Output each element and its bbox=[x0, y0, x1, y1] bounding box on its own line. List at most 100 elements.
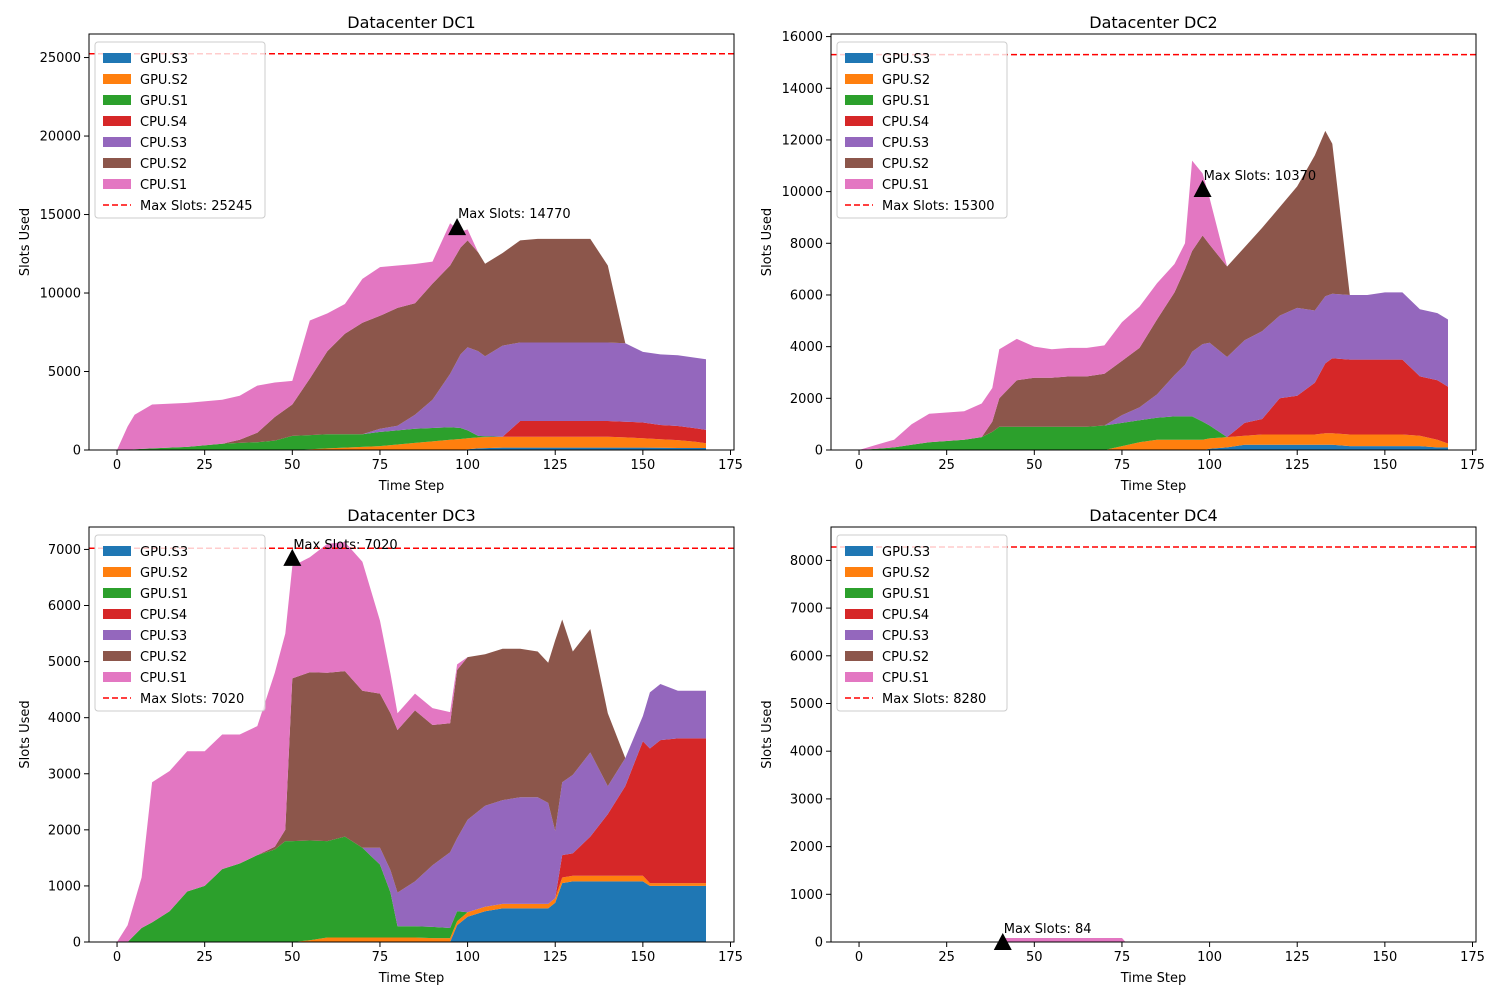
x-tick-label: 0 bbox=[113, 950, 121, 965]
y-tick-label: 12000 bbox=[782, 133, 823, 148]
chart-title: Datacenter DC1 bbox=[347, 13, 475, 32]
legend-swatch bbox=[845, 179, 873, 189]
legend-label: GPU.S2 bbox=[140, 73, 188, 88]
x-tick-label: 125 bbox=[543, 950, 568, 965]
legend-swatch bbox=[103, 116, 131, 126]
legend-label: CPU.S1 bbox=[140, 671, 187, 686]
legend-label: GPU.S1 bbox=[140, 94, 188, 109]
x-tick-label: 75 bbox=[1114, 950, 1131, 965]
legend-swatch bbox=[845, 567, 873, 577]
x-tick-label: 150 bbox=[1372, 950, 1397, 965]
y-tick-label: 3000 bbox=[790, 792, 823, 807]
x-tick-label: 25 bbox=[938, 950, 955, 965]
peak-marker bbox=[1193, 180, 1212, 198]
legend-swatch bbox=[103, 630, 131, 640]
legend-swatch bbox=[845, 651, 873, 661]
legend-swatch bbox=[845, 588, 873, 598]
legend-label: GPU.S1 bbox=[882, 94, 930, 109]
legend-swatch bbox=[103, 546, 131, 556]
legend-swatch bbox=[845, 630, 873, 640]
x-axis-label: Time Step bbox=[1120, 971, 1187, 986]
legend-label: CPU.S4 bbox=[882, 608, 929, 623]
legend-swatch bbox=[103, 588, 131, 598]
legend-swatch bbox=[103, 74, 131, 84]
legend-box bbox=[94, 534, 266, 712]
legend-label: CPU.S1 bbox=[882, 178, 929, 193]
x-tick-label: 100 bbox=[1197, 950, 1222, 965]
subplot-dc4: Max Slots: 84 0 25 50 75 100 125 150 175 0 1000 200… bbox=[760, 506, 1485, 986]
x-tick-label: 25 bbox=[196, 950, 213, 965]
y-tick-label: 6000 bbox=[790, 288, 823, 303]
legend-label: Max Slots: 8280 bbox=[882, 692, 986, 707]
area-cpu-s1 bbox=[859, 938, 1448, 942]
x-tick-label: 125 bbox=[543, 458, 568, 473]
peak-annotation: Max Slots: 10370 bbox=[1204, 169, 1317, 184]
y-tick-label: 8000 bbox=[790, 237, 823, 252]
legend-label: CPU.S2 bbox=[882, 650, 929, 665]
area-cpu-s1 bbox=[117, 223, 706, 450]
y-axis-label: Slots Used bbox=[760, 208, 775, 276]
y-tick-label: 10000 bbox=[782, 185, 823, 200]
subplot-dc2: Max Slots: 10370 0 25 50 75 100 125 150 175 0 2000… bbox=[760, 13, 1485, 494]
area-gpu-s2 bbox=[117, 436, 706, 450]
y-axis-label: Slots Used bbox=[760, 700, 775, 768]
legend-label: GPU.S2 bbox=[140, 566, 188, 581]
legend-box bbox=[836, 534, 1008, 712]
y-tick-label: 20000 bbox=[40, 130, 81, 145]
peak-annotation: Max Slots: 84 bbox=[1004, 922, 1092, 937]
legend: GPU.S3 GPU.S2 GPU.S1 CPU.S4 CPU.S3 CPU.S2 CPU.… bbox=[836, 41, 1008, 219]
legend-swatch bbox=[845, 546, 873, 556]
x-tick-label: 125 bbox=[1285, 950, 1310, 965]
legend-label: CPU.S1 bbox=[882, 671, 929, 686]
legend-box bbox=[836, 41, 1008, 219]
subplot-dc3: Max Slots: 7020 0 25 50 75 100 125 150 175 0 1000 2… bbox=[18, 506, 743, 986]
legend-label: CPU.S4 bbox=[882, 115, 929, 130]
x-axis-label: Time Step bbox=[378, 971, 445, 986]
y-tick-label: 14000 bbox=[782, 82, 823, 97]
x-tick-label: 0 bbox=[855, 458, 863, 473]
y-tick-label: 4000 bbox=[790, 745, 823, 760]
x-tick-label: 50 bbox=[1026, 950, 1043, 965]
peak-marker bbox=[283, 548, 302, 566]
area-cpu-s2 bbox=[859, 130, 1448, 450]
area-gpu-s2 bbox=[117, 875, 706, 942]
legend-label: Max Slots: 7020 bbox=[140, 692, 244, 707]
y-axis-label: Slots Used bbox=[18, 700, 33, 768]
x-axis-label: Time Step bbox=[1120, 479, 1187, 494]
legend: GPU.S3 GPU.S2 GPU.S1 CPU.S4 CPU.S3 CPU.S2 CPU.… bbox=[836, 534, 1008, 712]
legend-label: Max Slots: 25245 bbox=[140, 199, 253, 214]
x-tick-label: 50 bbox=[1026, 458, 1043, 473]
y-tick-label: 0 bbox=[815, 444, 823, 459]
legend-swatch bbox=[845, 158, 873, 168]
area-cpu-s4 bbox=[117, 421, 706, 450]
area-cpu-s1 bbox=[117, 542, 706, 942]
legend-swatch bbox=[103, 651, 131, 661]
legend-label: CPU.S3 bbox=[140, 629, 187, 644]
area-cpu-s1 bbox=[859, 130, 1448, 450]
x-tick-label: 100 bbox=[1197, 458, 1222, 473]
plot-area bbox=[831, 53, 1476, 450]
legend-label: CPU.S3 bbox=[882, 136, 929, 151]
x-tick-label: 175 bbox=[718, 950, 743, 965]
legend-swatch bbox=[845, 116, 873, 126]
y-tick-label: 15000 bbox=[40, 208, 81, 223]
legend-label: CPU.S2 bbox=[140, 650, 187, 665]
legend-label: CPU.S4 bbox=[140, 608, 187, 623]
y-tick-label: 0 bbox=[73, 444, 81, 459]
legend-label: CPU.S2 bbox=[882, 157, 929, 172]
legend: GPU.S3 GPU.S2 GPU.S1 CPU.S4 CPU.S3 CPU.S2 CPU.… bbox=[94, 41, 266, 219]
y-tick-label: 2000 bbox=[790, 392, 823, 407]
x-tick-label: 0 bbox=[113, 458, 121, 473]
axes-frame bbox=[830, 526, 1477, 943]
area-gpu-s2 bbox=[859, 433, 1448, 450]
legend-label: GPU.S1 bbox=[140, 587, 188, 602]
peak-marker bbox=[448, 218, 467, 236]
x-tick-label: 175 bbox=[1460, 458, 1485, 473]
x-tick-label: 150 bbox=[1372, 458, 1397, 473]
legend-label: GPU.S1 bbox=[882, 587, 930, 602]
y-tick-label: 7000 bbox=[790, 602, 823, 617]
y-tick-label: 6000 bbox=[790, 649, 823, 664]
legend-label: GPU.S3 bbox=[882, 52, 930, 67]
legend-swatch bbox=[103, 567, 131, 577]
